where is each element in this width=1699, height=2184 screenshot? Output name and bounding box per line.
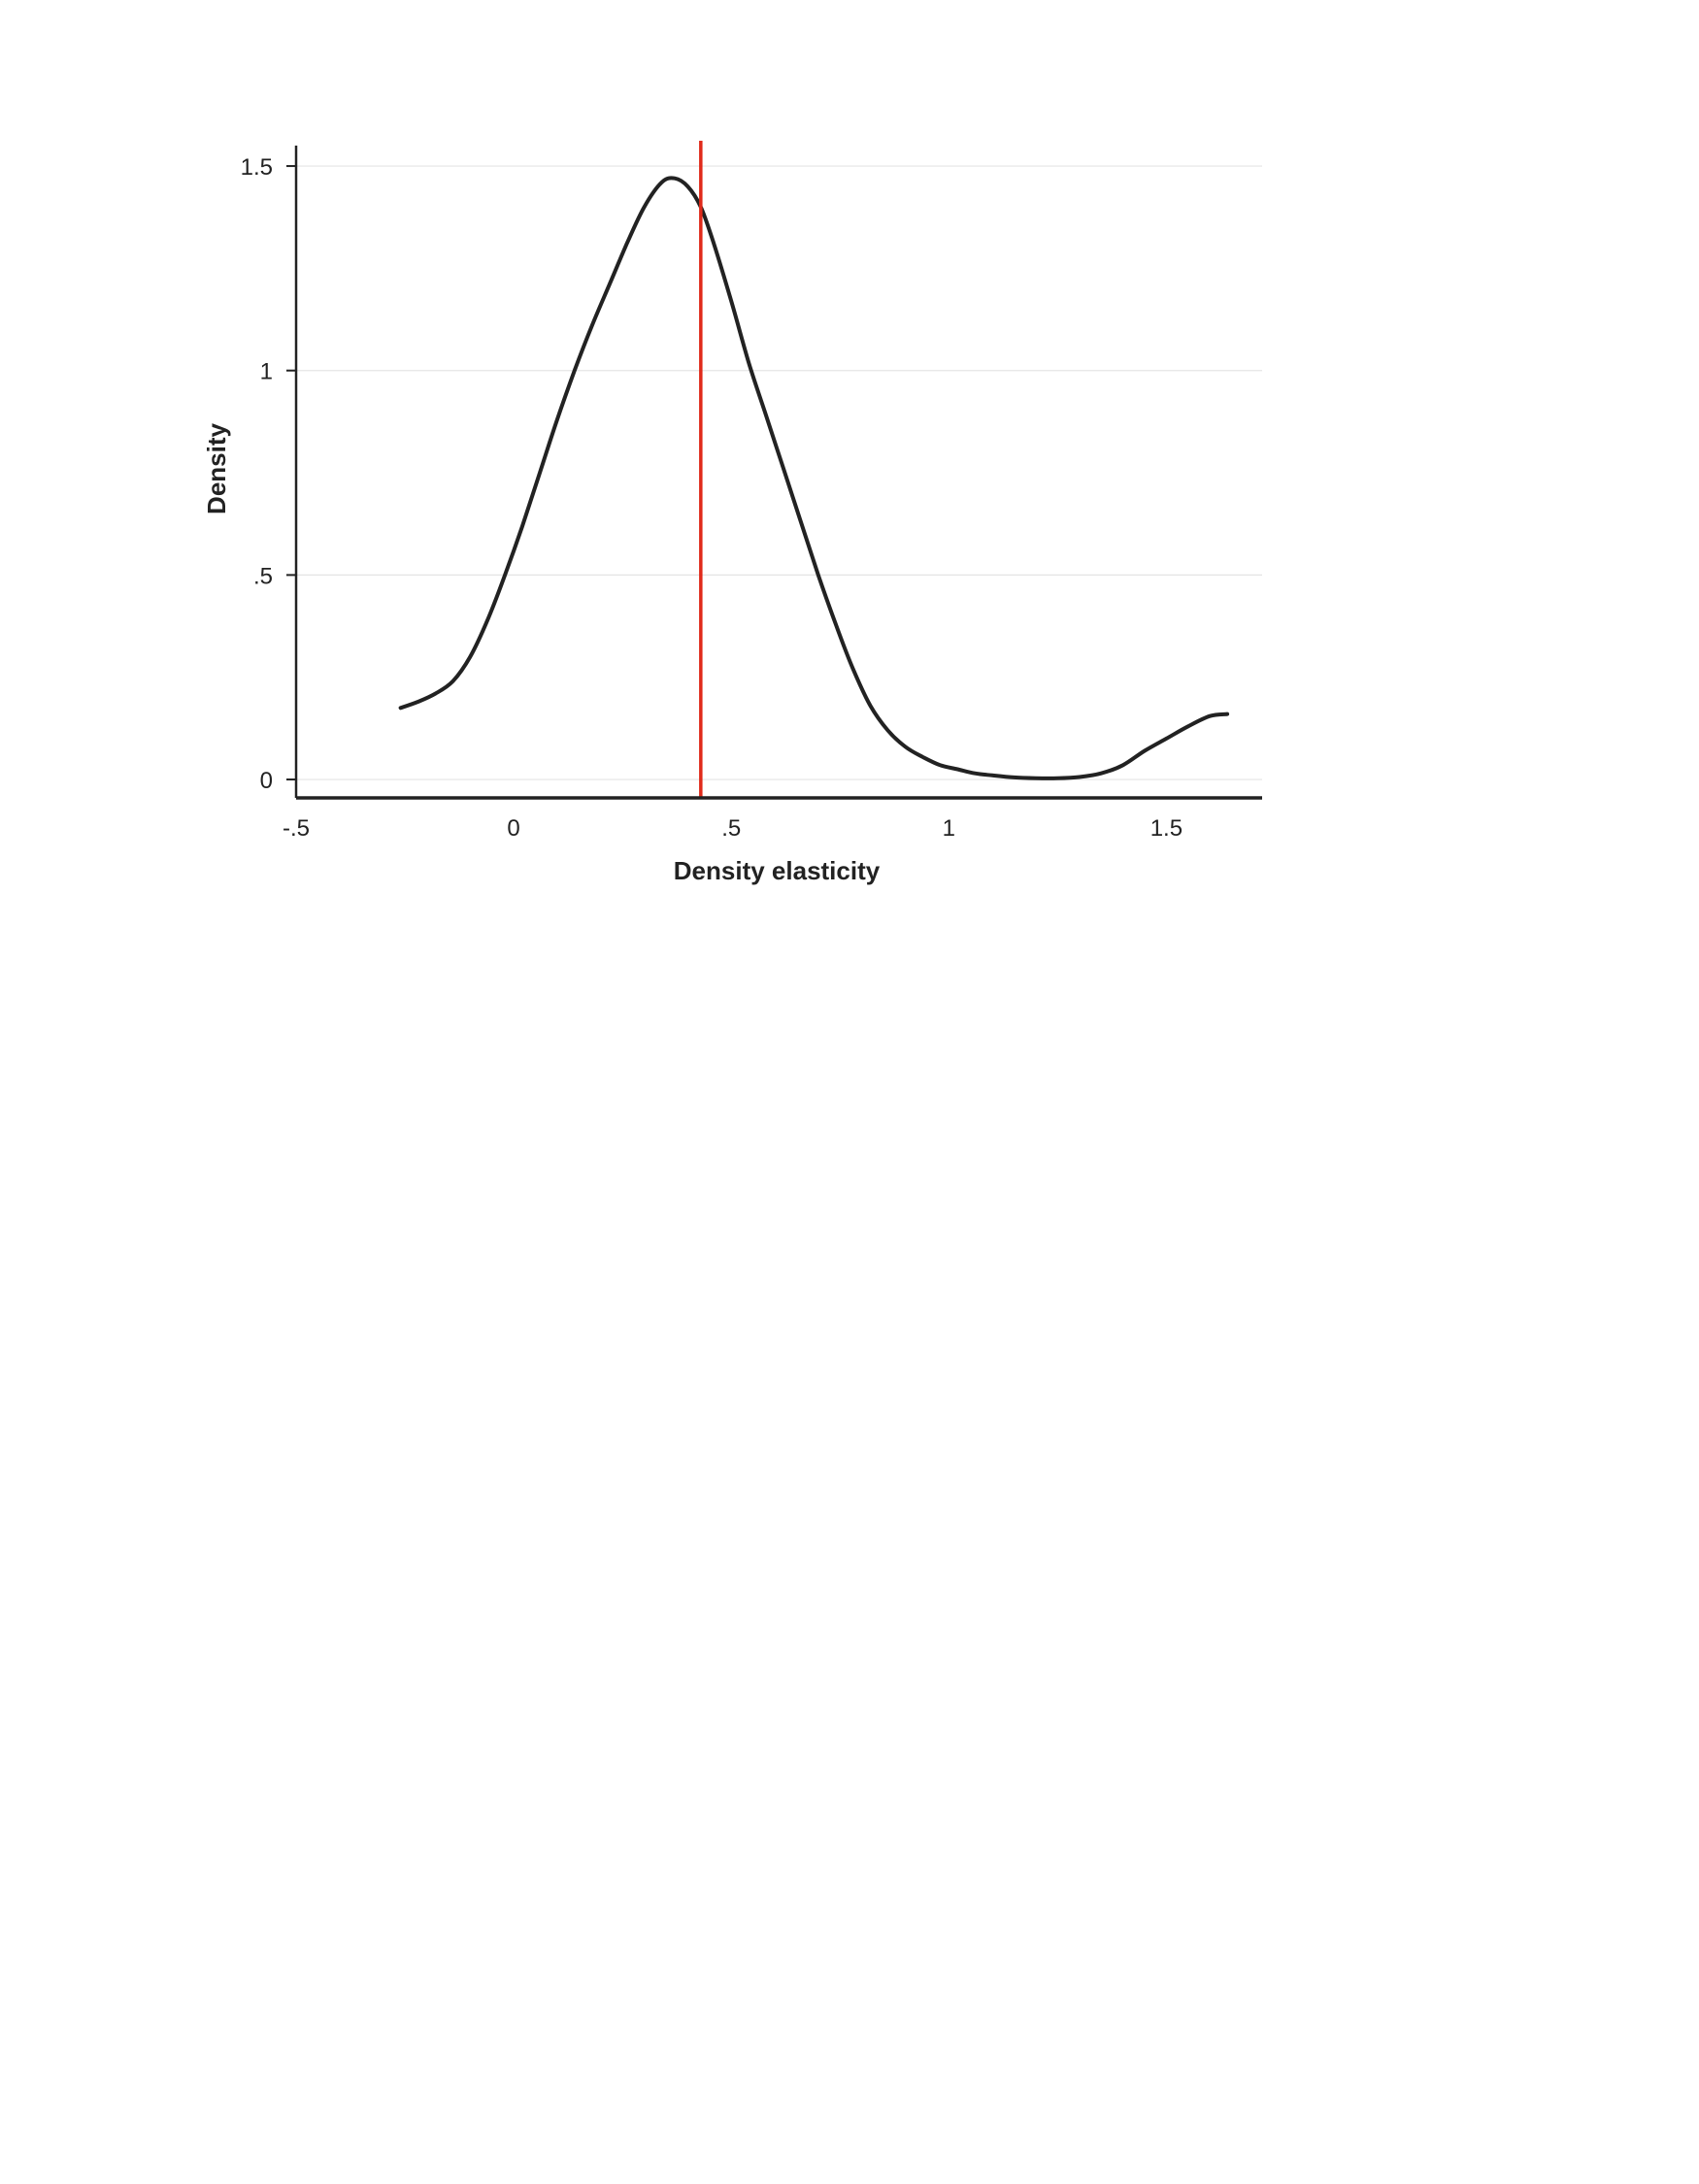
density-curve — [398, 176, 1230, 780]
x-axis-title: Density elasticity — [674, 856, 881, 885]
gridlines — [296, 165, 1262, 780]
x-tick-label: .5 — [721, 815, 741, 842]
x-tick-label: 1 — [943, 815, 955, 842]
tick-labels: 0 .5 1 1.5 -.5 0 .5 1 1.5 — [241, 154, 1183, 842]
x-tick-label: -.5 — [283, 815, 310, 842]
axes — [286, 146, 1262, 800]
density-curves — [398, 176, 1230, 780]
x-tick-label: 1.5 — [1150, 815, 1183, 842]
y-tick-label: 0 — [260, 768, 273, 794]
y-tick-label: 1 — [260, 359, 273, 385]
x-tick-label: 0 — [507, 815, 519, 842]
y-tick-label: 1.5 — [241, 154, 273, 181]
y-axis-title: Density — [202, 423, 231, 514]
y-tick-label: .5 — [253, 563, 273, 589]
